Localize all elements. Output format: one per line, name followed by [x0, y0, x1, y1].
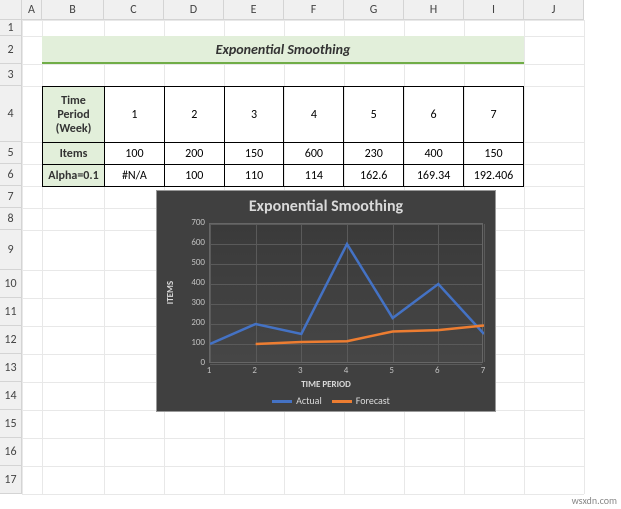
table-cell[interactable]: 192.406 [464, 165, 524, 187]
row-header-12[interactable]: 12 [0, 326, 22, 354]
row-header-8[interactable]: 8 [0, 208, 22, 230]
col-header-A[interactable]: A [22, 0, 42, 20]
x-tick: 6 [427, 365, 447, 376]
table-cell[interactable]: 162.6 [344, 165, 404, 187]
column-headers: ABCDEFGHIJ [22, 0, 584, 20]
table-cell[interactable]: 7 [464, 87, 524, 143]
table-cell[interactable]: 5 [344, 87, 404, 143]
data-table: Time Period (Week)1234567Items1002001506… [42, 86, 524, 187]
legend-swatch [332, 400, 352, 403]
table-cell[interactable]: 150 [224, 143, 284, 165]
row-header-2[interactable]: 2 [0, 36, 22, 64]
legend-label: Actual [296, 394, 322, 407]
table-header[interactable]: Time Period (Week) [43, 87, 105, 143]
table-cell[interactable]: 3 [224, 87, 284, 143]
row-header-1[interactable]: 1 [0, 20, 22, 36]
x-axis-label: TIME PERIOD [157, 379, 495, 390]
table-cell[interactable]: 110 [224, 165, 284, 187]
select-all-corner[interactable] [0, 0, 22, 20]
col-header-E[interactable]: E [224, 0, 284, 20]
row-header-9[interactable]: 9 [0, 230, 22, 270]
col-header-I[interactable]: I [464, 0, 524, 20]
y-tick: 400 [181, 277, 205, 288]
table-header[interactable]: Items [43, 143, 105, 165]
y-axis-label: ITEMS [165, 281, 176, 304]
table-cell[interactable]: 400 [404, 143, 464, 165]
chart[interactable]: Exponential SmoothingITEMSTIME PERIOD010… [156, 190, 496, 412]
legend-label: Forecast [356, 394, 390, 407]
series-forecast [256, 326, 484, 344]
legend-swatch [272, 400, 292, 403]
watermark: wsxdn.com [572, 494, 617, 507]
row-header-3[interactable]: 3 [0, 64, 22, 86]
table-cell[interactable]: 230 [344, 143, 404, 165]
col-header-G[interactable]: G [344, 0, 404, 20]
y-tick: 500 [181, 257, 205, 268]
col-header-B[interactable]: B [42, 0, 104, 20]
x-tick: 2 [245, 365, 265, 376]
row-header-4[interactable]: 4 [0, 86, 22, 142]
row-header-11[interactable]: 11 [0, 298, 22, 326]
table-cell[interactable]: 114 [284, 165, 344, 187]
row-header-16[interactable]: 16 [0, 438, 22, 466]
row-header-7[interactable]: 7 [0, 186, 22, 208]
page-title: Exponential Smoothing [42, 36, 524, 64]
table-cell[interactable]: 169.34 [404, 165, 464, 187]
row-headers: 1234567891011121314151617 [0, 20, 22, 494]
x-tick: 1 [199, 365, 219, 376]
row-header-15[interactable]: 15 [0, 410, 22, 438]
x-tick: 3 [290, 365, 310, 376]
table-cell[interactable]: 1 [104, 87, 164, 143]
worksheet-cells[interactable]: Exponential SmoothingTime Period (Week)1… [22, 20, 584, 494]
row-header-5[interactable]: 5 [0, 142, 22, 164]
chart-lines [210, 224, 484, 364]
table-cell[interactable]: 200 [164, 143, 224, 165]
col-header-J[interactable]: J [524, 0, 584, 20]
y-tick: 700 [181, 217, 205, 228]
plot-area [209, 223, 483, 363]
table-cell[interactable]: #N/A [104, 165, 164, 187]
table-header[interactable]: Alpha=0.1 [43, 165, 105, 187]
table-cell[interactable]: 4 [284, 87, 344, 143]
table-cell[interactable]: 2 [164, 87, 224, 143]
row-header-13[interactable]: 13 [0, 354, 22, 382]
col-header-D[interactable]: D [164, 0, 224, 20]
table-cell[interactable]: 100 [104, 143, 164, 165]
y-tick: 600 [181, 237, 205, 248]
col-header-C[interactable]: C [104, 0, 164, 20]
row-header-14[interactable]: 14 [0, 382, 22, 410]
y-tick: 100 [181, 337, 205, 348]
col-header-H[interactable]: H [404, 0, 464, 20]
y-tick: 200 [181, 317, 205, 328]
row-header-10[interactable]: 10 [0, 270, 22, 298]
table-cell[interactable]: 100 [164, 165, 224, 187]
chart-title: Exponential Smoothing [157, 191, 495, 216]
row-header-6[interactable]: 6 [0, 164, 22, 186]
x-tick: 5 [382, 365, 402, 376]
row-header-17[interactable]: 17 [0, 466, 22, 494]
table-cell[interactable]: 150 [464, 143, 524, 165]
table-cell[interactable]: 600 [284, 143, 344, 165]
table-cell[interactable]: 6 [404, 87, 464, 143]
y-tick: 300 [181, 297, 205, 308]
col-header-F[interactable]: F [284, 0, 344, 20]
x-tick: 4 [336, 365, 356, 376]
legend: Actual Forecast [157, 394, 495, 407]
x-tick: 7 [473, 365, 493, 376]
